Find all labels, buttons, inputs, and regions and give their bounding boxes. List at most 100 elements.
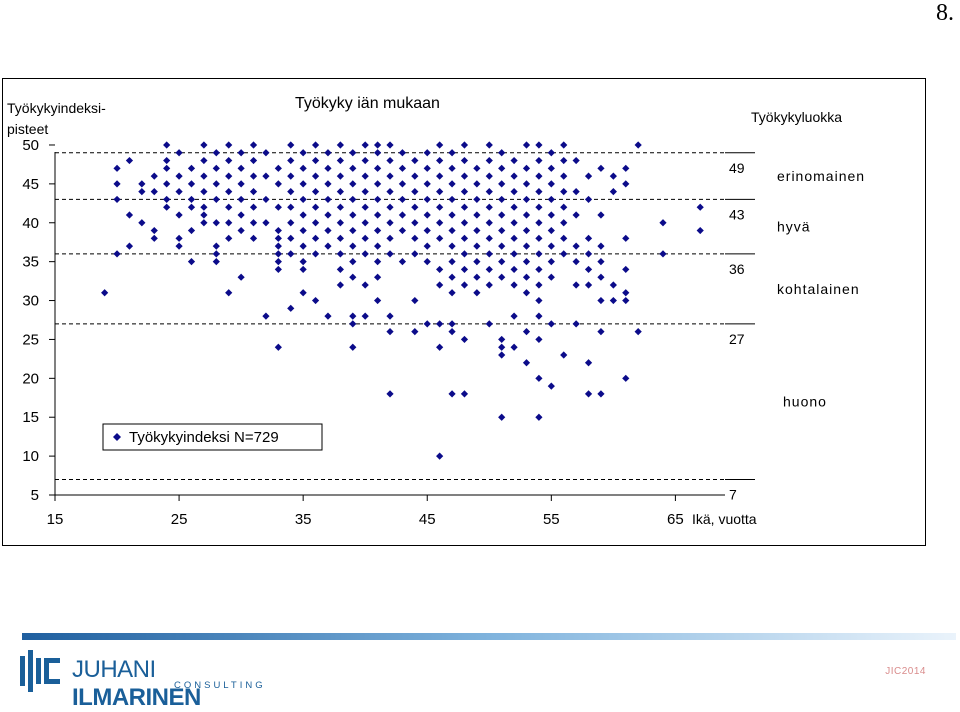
data-point-20: [163, 203, 171, 211]
data-point-239: [473, 195, 481, 204]
data-point-28: [187, 180, 196, 188]
data-point-285: [522, 211, 531, 219]
data-point-91: [287, 234, 295, 242]
data-point-292: [522, 359, 531, 367]
data-point-55: [225, 289, 233, 297]
data-point-49: [225, 156, 233, 165]
data-point-148: [361, 219, 369, 227]
data-point-237: [473, 164, 481, 172]
data-point-279: [510, 312, 518, 320]
data-point-167: [386, 188, 394, 196]
data-point-303: [535, 296, 543, 305]
data-point-245: [473, 289, 481, 297]
data-point-236: [460, 390, 469, 398]
data-point-146: [361, 188, 369, 196]
data-point-160: [374, 242, 382, 250]
data-point-316: [547, 273, 555, 281]
data-point-69: [249, 234, 258, 242]
data-point-280: [510, 343, 518, 351]
y-tick-label-30: 30: [22, 293, 39, 310]
data-point-100: [299, 242, 307, 250]
data-point-168: [386, 203, 394, 211]
data-point-299: [535, 234, 543, 242]
data-point-291: [522, 328, 531, 336]
data-point-216: [448, 211, 456, 219]
data-point-345: [597, 242, 605, 250]
data-point-13: [150, 234, 158, 242]
data-point-17: [163, 164, 171, 172]
data-point-259: [498, 180, 506, 188]
data-point-255: [485, 281, 493, 289]
data-point-240: [473, 211, 481, 219]
data-point-210: [436, 343, 444, 351]
data-point-0: [101, 289, 109, 297]
data-point-218: [448, 242, 456, 250]
data-point-333: [572, 281, 580, 289]
data-point-60: [237, 211, 245, 219]
data-point-214: [448, 180, 456, 188]
chart-title: Työkyky iän mukaan: [295, 95, 440, 112]
data-point-47: [212, 258, 220, 266]
data-point-129: [336, 265, 344, 274]
data-point-256: [485, 320, 493, 328]
data-point-358: [622, 265, 630, 274]
class-axis-title: Työkykyluokka: [751, 109, 842, 125]
class-label-0: erinomainen: [777, 168, 865, 184]
data-point-32: [187, 258, 196, 266]
data-point-112: [311, 296, 320, 305]
x-tick-label-45: 45: [419, 511, 436, 528]
data-point-315: [547, 258, 555, 266]
data-point-23: [175, 188, 183, 196]
data-point-357: [622, 234, 630, 242]
data-point-309: [547, 164, 555, 172]
logo-mark-icon: [20, 650, 60, 692]
data-point-339: [584, 265, 593, 274]
data-point-319: [560, 141, 568, 149]
data-point-244: [473, 273, 481, 281]
data-point-119: [324, 242, 332, 250]
data-point-88: [287, 188, 295, 196]
legend-marker: [113, 433, 121, 441]
data-point-253: [485, 250, 493, 258]
data-point-235: [460, 335, 469, 344]
x-tick-label-15: 15: [47, 511, 64, 528]
data-point-103: [299, 289, 307, 297]
data-point-312: [547, 211, 555, 219]
data-point-120: [324, 312, 332, 320]
data-point-122: [336, 156, 344, 165]
data-point-99: [299, 226, 307, 235]
data-point-349: [597, 328, 605, 336]
data-point-364: [659, 219, 667, 227]
data-point-76: [274, 180, 282, 188]
data-point-65: [249, 172, 258, 180]
data-point-225: [460, 141, 469, 149]
data-point-134: [349, 195, 357, 204]
data-point-199: [423, 320, 431, 328]
logo-name-part1: JUHANI: [72, 656, 156, 683]
data-point-87: [287, 172, 295, 180]
data-point-116: [324, 195, 332, 204]
data-point-191: [423, 149, 431, 157]
data-point-348: [597, 296, 605, 305]
data-point-150: [361, 250, 369, 258]
logo-subtitle: CONSULTING: [174, 680, 266, 691]
data-point-15: [163, 141, 171, 149]
data-point-62: [237, 273, 245, 281]
data-point-180: [398, 226, 407, 235]
data-point-105: [311, 156, 320, 165]
data-point-342: [584, 390, 593, 398]
data-point-85: [287, 141, 295, 149]
data-point-254: [485, 265, 493, 274]
data-point-51: [225, 188, 233, 196]
data-point-324: [560, 219, 568, 227]
data-point-344: [597, 211, 605, 219]
x-tick-label-25: 25: [171, 511, 188, 528]
data-point-42: [212, 180, 220, 188]
data-point-362: [634, 141, 642, 149]
data-point-275: [510, 234, 518, 242]
data-point-230: [460, 219, 469, 227]
data-point-135: [349, 211, 357, 219]
data-point-9: [138, 188, 146, 196]
data-point-329: [572, 188, 580, 196]
data-point-68: [249, 219, 258, 227]
